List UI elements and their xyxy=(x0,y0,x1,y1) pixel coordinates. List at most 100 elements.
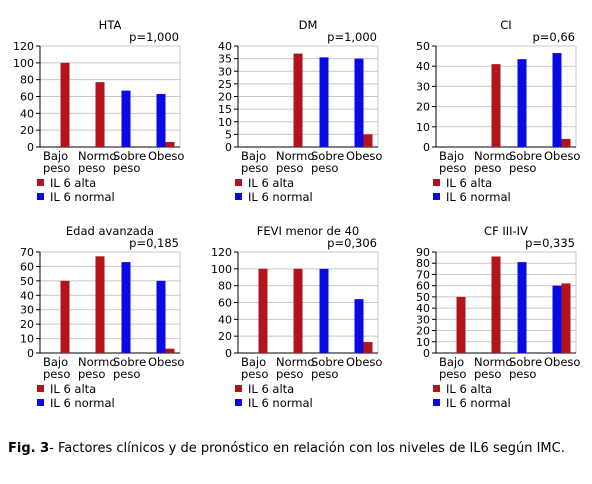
bar-il6-normal xyxy=(517,262,527,353)
y-tick-label: 40 xyxy=(20,289,34,302)
y-tick-label: 30 xyxy=(20,304,34,317)
y-tick-label: 60 xyxy=(20,260,34,273)
x-tick-label: Bajo xyxy=(439,149,464,163)
x-tick-label: Obeso xyxy=(346,355,382,369)
bar-il6-normal xyxy=(121,90,131,147)
legend-swatch-il6-alta xyxy=(433,179,440,186)
x-tick-label: peso xyxy=(113,161,140,175)
bar-il6-normal xyxy=(552,53,562,147)
x-tick-label: peso xyxy=(276,161,303,175)
y-tick-label: 80 xyxy=(20,74,34,87)
bar-il6-normal xyxy=(156,280,166,353)
legend-swatch-il6-alta xyxy=(235,179,242,186)
y-tick-label: 10 xyxy=(218,116,232,129)
legend-swatch-il6-alta xyxy=(235,385,242,392)
bar-il6-normal xyxy=(552,285,562,353)
p-value-label: p=0,306 xyxy=(327,236,377,250)
x-tick-label: peso xyxy=(113,367,140,381)
x-tick-label: Normo xyxy=(474,149,512,163)
chart-panel-1: HTAp=1,000020406080100120BajopesoNormope… xyxy=(13,18,184,204)
p-value-label: p=1,000 xyxy=(129,30,179,44)
y-tick-label: 70 xyxy=(416,268,430,281)
bar-il6-alta xyxy=(561,138,571,147)
x-tick-label: Obeso xyxy=(544,355,580,369)
bar-il6-normal xyxy=(354,299,364,353)
x-tick-label: peso xyxy=(439,367,466,381)
chart-title: Edad avanzada xyxy=(66,224,154,238)
x-tick-label: Sobre xyxy=(509,149,542,163)
legend-label: IL 6 normal xyxy=(248,396,313,410)
x-tick-label: Obeso xyxy=(544,149,580,163)
legend-label: IL 6 alta xyxy=(446,382,492,396)
y-tick-label: 25 xyxy=(218,78,232,91)
legend-swatch-il6-alta xyxy=(433,385,440,392)
y-tick-label: 120 xyxy=(13,40,34,53)
bar-il6-alta xyxy=(95,82,105,147)
y-tick-label: 100 xyxy=(13,57,34,70)
y-tick-label: 20 xyxy=(416,101,430,114)
y-tick-label: 60 xyxy=(218,297,232,310)
x-tick-label: Normo xyxy=(276,149,314,163)
x-tick-label: peso xyxy=(43,161,70,175)
chart-panel-6: CF III-IVp=0,3350102030405060708090Bajop… xyxy=(416,224,580,410)
legend-label: IL 6 normal xyxy=(50,396,115,410)
bar-il6-alta xyxy=(456,296,466,353)
y-tick-label: 0 xyxy=(423,347,430,360)
x-tick-label: Obeso xyxy=(346,149,382,163)
x-tick-label: peso xyxy=(43,367,70,381)
x-tick-label: Obeso xyxy=(148,149,184,163)
x-tick-label: Normo xyxy=(78,149,116,163)
y-tick-label: 30 xyxy=(416,313,430,326)
bar-il6-normal xyxy=(319,268,329,353)
legend-label: IL 6 normal xyxy=(446,396,511,410)
y-tick-label: 50 xyxy=(20,275,34,288)
y-tick-label: 80 xyxy=(416,257,430,270)
chart-panel-2: DMp=1,0000510152025303540BajopesoNormope… xyxy=(218,18,382,204)
legend-label: IL 6 alta xyxy=(50,382,96,396)
bar-il6-normal xyxy=(354,58,364,147)
chart-panel-3: CIp=0,6601020304050BajopesoNormopesoSobr… xyxy=(416,18,580,204)
y-tick-label: 20 xyxy=(218,330,232,343)
legend-label: IL 6 normal xyxy=(50,190,115,204)
legend-label: IL 6 normal xyxy=(248,190,313,204)
x-tick-label: Sobre xyxy=(113,149,146,163)
y-tick-label: 10 xyxy=(416,121,430,134)
y-tick-label: 50 xyxy=(416,291,430,304)
bar-il6-alta xyxy=(60,280,70,353)
y-tick-label: 20 xyxy=(416,325,430,338)
x-tick-label: peso xyxy=(439,161,466,175)
x-tick-label: peso xyxy=(78,161,105,175)
chart-title: DM xyxy=(299,18,318,32)
y-tick-label: 0 xyxy=(423,141,430,154)
y-tick-label: 10 xyxy=(20,333,34,346)
x-tick-label: Sobre xyxy=(113,355,146,369)
p-value-label: p=0,66 xyxy=(532,30,575,44)
y-tick-label: 0 xyxy=(27,347,34,360)
y-tick-label: 30 xyxy=(218,65,232,78)
y-tick-label: 0 xyxy=(27,141,34,154)
p-value-label: p=0,185 xyxy=(129,236,179,250)
y-tick-label: 15 xyxy=(218,103,232,116)
x-tick-label: Sobre xyxy=(509,355,542,369)
y-tick-label: 50 xyxy=(416,40,430,53)
y-tick-label: 35 xyxy=(218,53,232,66)
y-tick-label: 40 xyxy=(218,313,232,326)
bar-il6-normal xyxy=(319,57,329,147)
x-tick-label: peso xyxy=(241,367,268,381)
x-tick-label: Bajo xyxy=(43,149,68,163)
bar-il6-alta xyxy=(165,348,175,353)
x-tick-label: peso xyxy=(311,367,338,381)
bar-il6-alta xyxy=(363,134,373,147)
legend-swatch-il6-alta xyxy=(37,385,44,392)
y-tick-label: 80 xyxy=(218,280,232,293)
x-tick-label: Bajo xyxy=(439,355,464,369)
y-tick-label: 70 xyxy=(20,246,34,259)
legend-swatch-il6-alta xyxy=(37,179,44,186)
y-tick-label: 20 xyxy=(218,91,232,104)
x-tick-label: Normo xyxy=(474,355,512,369)
bar-il6-alta xyxy=(491,256,501,353)
x-tick-label: Obeso xyxy=(148,355,184,369)
bar-il6-normal xyxy=(121,262,131,353)
y-tick-label: 30 xyxy=(416,80,430,93)
x-tick-label: peso xyxy=(474,161,501,175)
